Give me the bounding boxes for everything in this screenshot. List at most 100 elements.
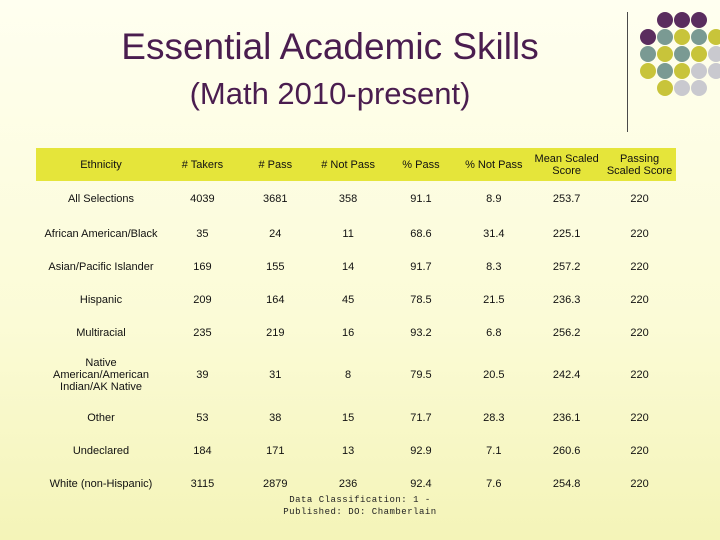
- table-cell: 8.9: [486, 193, 502, 205]
- header-mean-scaled-score: Mean Scaled Score: [534, 152, 599, 177]
- table-row: Asian/Pacific Islander 169 155 14 91.7 8.3 257…: [36, 250, 676, 283]
- decorative-dot: [640, 29, 656, 45]
- table-cell: 257.2: [552, 260, 581, 273]
- decorative-dot: [674, 29, 690, 45]
- divider-line: [627, 12, 628, 132]
- table-cell: 93.2: [410, 326, 432, 339]
- table-cell: 220: [630, 411, 649, 424]
- cell-ethnicity: Native American/American Indian/AK Nativ…: [53, 357, 149, 393]
- cell-ethnicity: Multiracial: [76, 326, 126, 339]
- table-cell: 71.7: [410, 411, 432, 424]
- cell-ethnicity: Other: [87, 411, 115, 424]
- table-cell: 220: [630, 260, 649, 273]
- decorative-dot: [640, 46, 656, 62]
- table-cell: 220: [630, 369, 649, 381]
- table-cell: 220: [630, 193, 649, 205]
- decorative-dot: [657, 63, 673, 79]
- results-table: Ethnicity # Takers # Pass # Not Pass % P…: [36, 148, 676, 500]
- table-cell: 53: [196, 411, 209, 424]
- table-row: African American/Black 35 24 11 68.6 31.4 225.…: [36, 217, 676, 250]
- decorative-dot: [674, 46, 690, 62]
- table-cell: 91.1: [410, 193, 432, 205]
- table-cell: 28.3: [483, 411, 505, 424]
- table-header-row: Ethnicity # Takers # Pass # Not Pass % P…: [36, 148, 676, 181]
- decorative-dot: [657, 29, 673, 45]
- table-cell: 184: [193, 444, 212, 457]
- decorative-dot: [674, 12, 690, 28]
- table-cell: 236.1: [552, 411, 581, 424]
- table-cell: 220: [630, 477, 649, 490]
- cell-ethnicity: White (non-Hispanic): [49, 477, 153, 490]
- table-cell: 235: [193, 326, 212, 339]
- table-cell: 20.5: [483, 369, 505, 381]
- decorative-dot: [691, 12, 707, 28]
- table-cell: 31.4: [483, 227, 505, 240]
- page-subtitle: (Math 2010-present): [189, 76, 471, 111]
- table-cell: 155: [266, 260, 285, 273]
- decorative-dot: [674, 63, 690, 79]
- decorative-dot: [657, 80, 673, 96]
- decorative-dot: [657, 12, 673, 28]
- table-cell: 31: [269, 369, 282, 381]
- table-cell: 8.3: [486, 260, 502, 273]
- header-not-pass: # Not Pass: [321, 158, 376, 171]
- table-cell: 8: [345, 369, 352, 381]
- table-cell: 91.7: [410, 260, 432, 273]
- table-cell: 45: [341, 293, 355, 306]
- table-cell: 35: [196, 227, 209, 240]
- table-cell: 236: [338, 477, 358, 490]
- table-row: Native American/American Indian/AK Nativ…: [36, 349, 676, 401]
- header-passing-scaled-score: Passing Scaled Score: [606, 152, 673, 177]
- table-row: All Selections 4039 3681 358 91.1 8.9 253.7 220: [36, 181, 676, 217]
- table-cell: 6.8: [486, 326, 502, 339]
- table-cell: 79.5: [410, 369, 432, 381]
- table-cell: 3115: [190, 477, 215, 490]
- table-cell: 14: [341, 260, 355, 273]
- table-cell: 358: [338, 193, 358, 205]
- table-cell: 219: [266, 326, 285, 339]
- header-pct-not-pass: % Not Pass: [465, 158, 523, 171]
- table-cell: 39: [196, 369, 209, 381]
- table-cell: 24: [269, 227, 282, 240]
- table-cell: 68.6: [410, 227, 432, 240]
- data-classification-note: Data Classification: 1 - Published: DO: …: [283, 495, 437, 517]
- cell-ethnicity: African American/Black: [44, 227, 158, 240]
- table-cell: 171: [266, 444, 285, 457]
- decorative-dot: [691, 46, 707, 62]
- table-cell: 7.1: [486, 444, 502, 457]
- decorative-dot: [691, 80, 707, 96]
- cell-ethnicity: Asian/Pacific Islander: [48, 260, 154, 273]
- table-cell: 21.5: [483, 293, 505, 306]
- header-takers: # Takers: [181, 158, 224, 171]
- table-cell: 220: [630, 227, 649, 240]
- decorative-dot: [708, 29, 720, 45]
- table-cell: 11: [342, 227, 354, 240]
- decorative-dot-grid: [640, 12, 720, 122]
- table-cell: 15: [341, 411, 355, 424]
- table-cell: 4039: [190, 193, 215, 205]
- table-cell: 13: [341, 444, 355, 457]
- table-cell: 16: [341, 326, 355, 339]
- table-row: Undeclared 184 171 13 92.9 7.1 260.6 220: [36, 434, 676, 467]
- table-cell: 169: [193, 260, 212, 273]
- decorative-dot: [691, 29, 707, 45]
- cell-ethnicity: Hispanic: [79, 293, 123, 306]
- table-cell: 164: [266, 293, 285, 306]
- table-cell: 220: [630, 293, 649, 306]
- table-cell: 92.9: [410, 444, 432, 457]
- table-cell: 209: [193, 293, 212, 306]
- table-row: Other 53 38 15 71.7 28.3 236.1 220: [36, 401, 676, 434]
- header-pass: # Pass: [258, 158, 293, 171]
- table-cell: 220: [630, 444, 649, 457]
- page-title: Essential Academic Skills: [121, 26, 539, 67]
- table-row: White (non-Hispanic) 3115 2879 236 92.4 7.6 25…: [36, 467, 676, 500]
- decorative-dot: [674, 80, 690, 96]
- table-cell: 92.4: [410, 477, 432, 490]
- cell-ethnicity: All Selections: [67, 193, 135, 205]
- table-cell: 242.4: [552, 369, 581, 381]
- table-cell: 260.6: [552, 444, 581, 457]
- table-cell: 3681: [263, 193, 288, 205]
- table-cell: 2879: [263, 477, 288, 490]
- header-pct-pass: % Pass: [402, 158, 440, 171]
- table-cell: 78.5: [410, 293, 432, 306]
